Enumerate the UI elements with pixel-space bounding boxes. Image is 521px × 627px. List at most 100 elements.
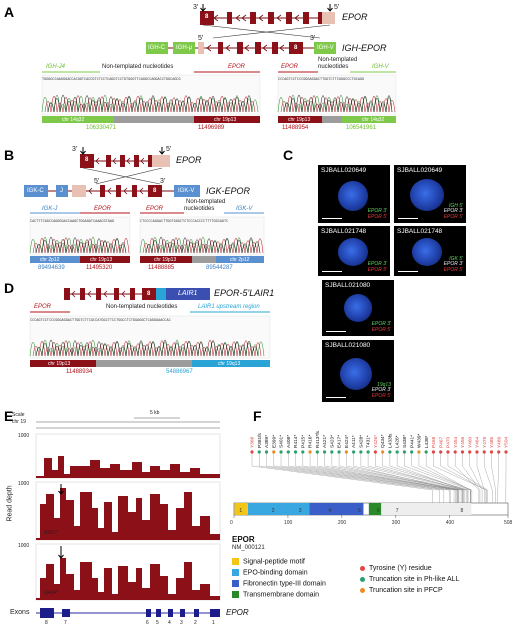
mutation-label: E424* <box>344 435 350 448</box>
panel-b-right-coord-left: 11488885 <box>148 265 175 271</box>
mutation-stem <box>288 450 455 503</box>
mutation-dot <box>257 450 261 454</box>
mutation-stem <box>295 450 458 503</box>
mutation-label: A408* <box>286 435 292 448</box>
panel-b-exon8-fusion: 8 <box>153 188 157 194</box>
mutation-dot <box>308 450 312 454</box>
panel-b-prime5-fusion: 5' <box>94 178 100 185</box>
panel-a-right-gene-left: EPOR <box>281 64 299 70</box>
mutation-stem <box>367 450 467 503</box>
mutation-label: Y504 <box>504 436 510 448</box>
mutation-label: S438* <box>402 435 408 448</box>
protein-domain <box>234 503 247 515</box>
mutation-dot <box>366 450 370 454</box>
axis-tick-label: 0 <box>230 520 233 526</box>
fish-image-d2: SJBALL021080 19q13 EPOR 3' EPOR 5' <box>322 340 394 402</box>
mutation-label: Y485 <box>489 436 495 448</box>
panel-e-scale-bar: 5 kb <box>150 410 160 416</box>
panel-d-gene-fusion: EPOR-5'LAIR1 <box>214 288 275 298</box>
panel-e-coverage <box>35 417 221 618</box>
mutation-label: L438* <box>424 435 430 448</box>
domain-number: 4 <box>328 508 331 514</box>
panel-d-chr-right: chr 19q13 <box>218 361 241 367</box>
mutation-dot <box>395 450 399 454</box>
panel-b-right-mid2: nucleotides <box>184 206 215 212</box>
panel-e-exons-label: Exons <box>10 609 30 616</box>
fish-id: SJBALL021748 <box>321 228 367 235</box>
mutation-dot <box>431 450 436 454</box>
panel-b-diagram: CACTTTCGGCCAGGGGACCAAGCTGGAGATCAAACGTAAG… <box>24 147 265 263</box>
panel-f-legend-epo: EPO-binding domain <box>232 569 308 576</box>
panel-a-exon8: 8 <box>205 14 209 20</box>
panel-d-coord-right: 54886967 <box>166 369 193 375</box>
axis-tick-label: 100 <box>284 520 293 526</box>
panel-f-dot-pfcp: Truncation site in PFCP <box>360 587 443 594</box>
mutation-label: P467 <box>438 436 444 448</box>
panel-b-gene-top: EPOR <box>176 155 202 165</box>
fish-legend: IGK 5' EPOR 3' EPOR 5' <box>443 255 463 273</box>
panel-a-exon8-fusion: 8 <box>294 45 298 51</box>
domain-number: 5 <box>358 508 361 514</box>
mutation-label: Y426* <box>373 435 379 448</box>
panel-a-left-chr-right: chr 19p13 <box>214 117 237 123</box>
mutation-dot <box>250 450 254 454</box>
fish-image-d1: SJBALL021080 EPOR 3' EPOR 5' <box>322 280 394 336</box>
mutation-stem <box>462 450 481 503</box>
svg-text:CACTTTCGGCCAGGGGACCAAGCTGGAGAT: CACTTTCGGCCAGGGGACCAAGCTGGAGATCAAACGTAAG <box>30 220 114 224</box>
mutation-label: S401* <box>279 435 285 448</box>
panel-f-legend-signal: Signal-peptide motif <box>232 558 305 565</box>
panel-a-seg-igh-v: IGH-V <box>317 45 334 51</box>
panel-d-exon8: 8 <box>147 291 151 297</box>
mutation-dot <box>504 450 508 454</box>
mutation-label: Y489 <box>496 436 502 448</box>
mutation-dot <box>497 450 501 454</box>
panel-a-right-mid1: Non-templated <box>318 57 358 63</box>
protein-domain <box>309 503 364 515</box>
mutation-label: E417* <box>337 435 343 448</box>
panel-f-gene: EPOR <box>232 535 255 544</box>
mutation-dot <box>381 450 385 454</box>
panel-d-mid: Non-templated nucleotides <box>106 304 178 310</box>
axis-tick-label: 508 <box>504 520 513 526</box>
mutation-label: T431* <box>366 435 372 448</box>
panel-e-exon-8: 8 <box>45 620 48 626</box>
domain-number: 7 <box>396 508 399 514</box>
panel-e-exon-2: 2 <box>194 620 197 626</box>
panel-a-left-chr-left: chr 14q32 <box>62 117 85 123</box>
mutation-stem <box>396 450 464 503</box>
mutation-dot <box>424 450 428 454</box>
mutation-stem <box>251 450 433 503</box>
panel-a-prime3-fusion: 3' <box>310 35 316 42</box>
panel-e-exon-4: 4 <box>168 620 171 626</box>
panel-d-gene-left: EPOR <box>34 304 52 310</box>
panel-b-prime3-fusion: 3' <box>160 178 166 185</box>
fish-legend: IGH 5' EPOR 3' EPOR 5' <box>443 202 463 220</box>
panel-a-right-mid2: nucleotides <box>318 64 349 70</box>
panel-b-prime3: 3' <box>72 146 78 153</box>
fish-image-c2: SJBALL020649 IGH 5' EPOR 3' EPOR 5' <box>394 165 466 223</box>
mutation-label: Y460 <box>467 436 473 448</box>
panel-a-prime5-fusion: 5' <box>198 35 204 42</box>
panel-a-prime5: 5' <box>334 4 340 11</box>
panel-d-gene-right: LAIR1 upstream region <box>198 304 260 310</box>
mutation-dot <box>482 450 486 454</box>
panel-a-prime3: 3' <box>193 4 199 11</box>
panel-b-gene-fusion: IGK-EPOR <box>206 186 251 196</box>
mutation-stem <box>433 450 487 503</box>
panel-a-gene-fusion: IGH-EPOR <box>342 43 387 53</box>
mutation-label: Y454 <box>453 436 459 448</box>
svg-text:TGGGGCCAAGGGACCACGGTCACCGTCTCC: TGGGGCCAAGGGACCACGGTCACCGTCTCCTCAGGTCCTG… <box>42 78 181 82</box>
panel-e-exon-3: 3 <box>180 620 183 626</box>
mutation-label: E399* <box>271 435 277 448</box>
panel-e-annot-a411: A411* <box>44 530 58 536</box>
panel-b-left-chr-right: chr 19p13 <box>90 257 113 263</box>
mutation-dot <box>446 450 450 454</box>
mutation-label: S423* <box>329 435 335 448</box>
mutation-label: P381fs <box>257 432 263 448</box>
mutation-dot <box>286 450 290 454</box>
panel-b-left-gene-right: EPOR <box>94 206 112 212</box>
mutation-label: W439* <box>417 433 423 448</box>
mutation-dot <box>410 450 414 454</box>
panel-a-right-coord-right: 106541961 <box>346 125 377 131</box>
mutation-label: P468 <box>431 436 437 448</box>
